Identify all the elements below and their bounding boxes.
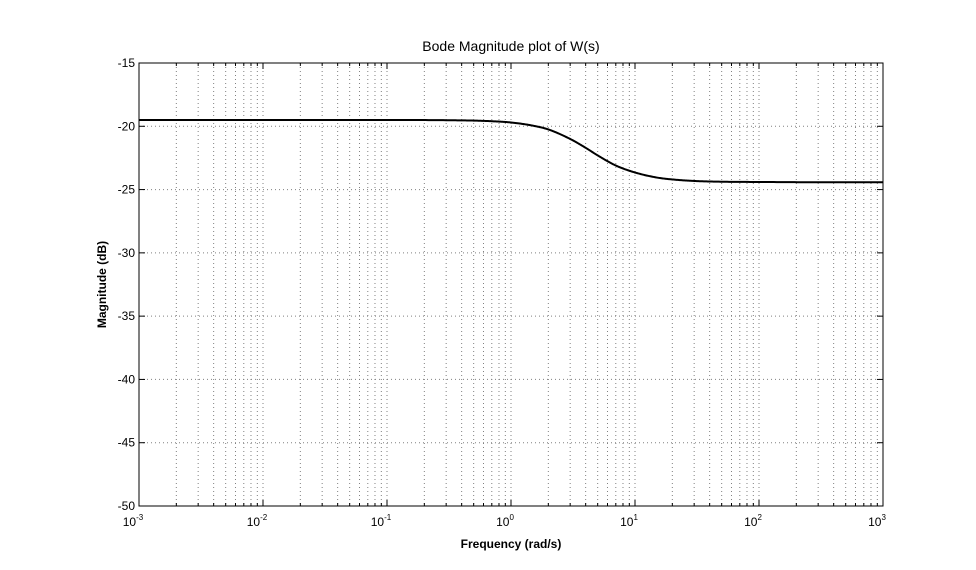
plot-area — [139, 63, 883, 506]
y-tick-label: -45 — [118, 436, 136, 450]
x-tick-label: 102 — [744, 513, 762, 529]
x-tick-label: 100 — [496, 513, 514, 529]
y-axis-label: Magnitude (dB) — [95, 241, 109, 328]
x-tick-label: 10-1 — [371, 513, 392, 529]
y-tick-label: -40 — [118, 372, 136, 386]
grid — [139, 63, 883, 506]
y-tick-label: -30 — [118, 246, 136, 260]
series-layer — [139, 118, 883, 184]
series-line — [139, 118, 883, 184]
chart-title: Bode Magnitude plot of W(s) — [422, 38, 599, 54]
x-tick-label: 101 — [620, 513, 638, 529]
y-tick-label: -35 — [118, 309, 136, 323]
y-tick-label: -25 — [118, 183, 136, 197]
x-tick-label: 10-3 — [123, 513, 144, 529]
y-tick-label: -15 — [118, 56, 136, 70]
y-tick-label: -20 — [118, 119, 136, 133]
x-axis-label: Frequency (rad/s) — [461, 537, 562, 551]
x-tick-label: 103 — [868, 513, 886, 529]
y-tick-label: -50 — [118, 499, 136, 513]
x-tick-label: 10-2 — [247, 513, 268, 529]
